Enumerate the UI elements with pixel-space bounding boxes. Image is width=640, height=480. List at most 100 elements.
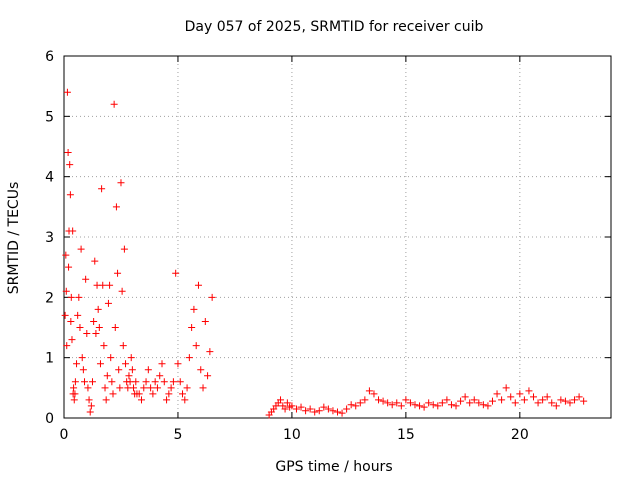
data-point xyxy=(62,251,70,259)
data-point xyxy=(63,88,71,96)
data-point xyxy=(320,403,328,411)
data-point xyxy=(169,378,177,386)
data-point xyxy=(62,287,70,295)
data-point xyxy=(106,281,114,289)
data-point xyxy=(77,245,85,253)
data-point xyxy=(580,397,588,405)
data-point xyxy=(114,269,122,277)
data-point xyxy=(92,330,100,338)
data-point xyxy=(397,402,405,410)
data-point xyxy=(338,409,346,417)
data-points xyxy=(61,88,588,419)
data-point xyxy=(516,390,524,398)
data-point xyxy=(329,407,337,415)
data-point xyxy=(507,393,515,401)
data-point xyxy=(498,396,506,404)
y-tick-label: 2 xyxy=(45,290,54,306)
data-point xyxy=(206,348,214,356)
data-point xyxy=(99,281,107,289)
data-point xyxy=(118,287,126,295)
data-point xyxy=(112,203,120,211)
data-point xyxy=(393,399,401,407)
data-point xyxy=(334,408,341,416)
data-point xyxy=(75,293,83,301)
data-point xyxy=(158,360,166,368)
data-point xyxy=(324,405,332,413)
data-point xyxy=(111,324,119,331)
data-point xyxy=(132,378,140,386)
data-point xyxy=(447,401,455,409)
data-point xyxy=(130,384,138,392)
data-point xyxy=(153,384,161,392)
axis-ticks: 0 5 10 15 20 0 1 2 3 4 5 6 xyxy=(45,49,611,443)
data-point xyxy=(416,402,424,410)
data-point xyxy=(61,311,69,319)
data-point xyxy=(67,317,75,325)
data-point xyxy=(87,402,95,410)
data-point xyxy=(151,378,159,386)
data-point xyxy=(283,399,291,407)
data-point xyxy=(384,399,392,407)
data-point xyxy=(484,402,492,410)
data-point xyxy=(91,257,99,265)
chart-title: Day 057 of 2025, SRMTID for receiver cui… xyxy=(185,19,484,35)
data-point xyxy=(406,399,414,407)
data-point xyxy=(281,405,289,413)
data-point xyxy=(183,384,191,392)
data-point xyxy=(493,390,501,398)
data-point xyxy=(67,293,75,301)
data-point xyxy=(288,402,296,410)
data-point xyxy=(190,305,198,313)
data-point xyxy=(86,408,94,416)
data-point xyxy=(475,399,483,407)
data-point xyxy=(520,396,528,404)
x-tick-label: 20 xyxy=(511,427,529,443)
data-point xyxy=(466,399,474,407)
data-point xyxy=(78,354,86,362)
data-point xyxy=(411,401,419,409)
data-point xyxy=(115,366,123,374)
x-tick-label: 5 xyxy=(173,427,182,443)
data-point xyxy=(127,354,135,362)
data-point xyxy=(297,403,305,411)
data-point xyxy=(119,342,127,350)
data-point xyxy=(83,330,91,338)
y-tick-label: 5 xyxy=(45,109,54,125)
data-point xyxy=(302,407,310,415)
data-point xyxy=(194,281,202,289)
data-point xyxy=(179,390,187,398)
data-point xyxy=(566,399,574,407)
data-point xyxy=(429,401,437,409)
y-tick-label: 4 xyxy=(45,170,54,186)
data-point xyxy=(571,396,579,404)
data-point xyxy=(548,399,556,407)
x-tick-label: 10 xyxy=(283,427,301,443)
data-point xyxy=(402,396,410,404)
data-point xyxy=(102,396,110,404)
data-point xyxy=(356,399,364,407)
data-point xyxy=(81,378,89,386)
data-point xyxy=(71,378,79,386)
data-point xyxy=(488,397,496,405)
data-point xyxy=(452,402,460,410)
data-point xyxy=(479,401,487,409)
data-point xyxy=(76,324,84,331)
data-point xyxy=(208,293,216,301)
data-point xyxy=(88,378,96,386)
data-point xyxy=(107,354,115,362)
data-point xyxy=(457,397,465,405)
y-axis-label: SRMTID / TECUs xyxy=(6,182,22,295)
data-point xyxy=(160,378,168,386)
data-point xyxy=(557,396,565,404)
data-point xyxy=(197,366,205,374)
data-point xyxy=(82,275,90,283)
data-point xyxy=(425,399,433,407)
data-point xyxy=(434,402,442,410)
y-tick-label: 1 xyxy=(45,351,54,367)
data-point xyxy=(156,372,164,380)
data-point xyxy=(539,396,547,404)
data-point xyxy=(511,399,519,407)
data-point xyxy=(144,366,152,374)
data-point xyxy=(85,396,93,404)
